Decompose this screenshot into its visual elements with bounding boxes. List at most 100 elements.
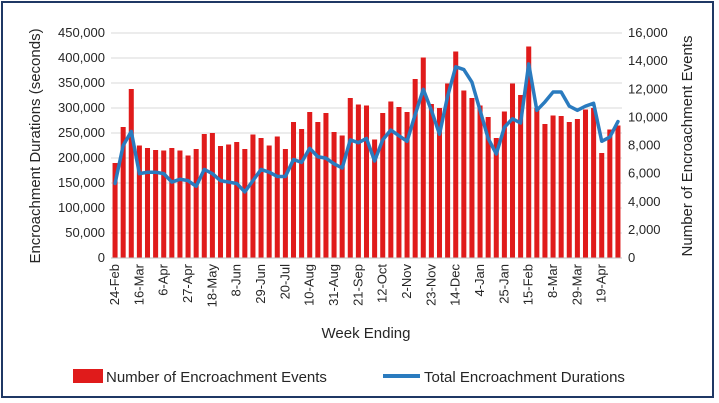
left-tick-label: 350,000 bbox=[58, 75, 105, 90]
bar bbox=[193, 149, 199, 258]
bar bbox=[242, 149, 248, 258]
x-tick-label: 15-Feb bbox=[521, 264, 536, 305]
bar bbox=[599, 153, 605, 258]
left-tick-label: 250,000 bbox=[58, 125, 105, 140]
x-tick-label: 24-Feb bbox=[107, 264, 122, 305]
bar bbox=[226, 144, 232, 258]
series-line bbox=[113, 62, 620, 194]
bar-series bbox=[112, 46, 621, 258]
x-tick-label: 21-Sep bbox=[350, 264, 365, 306]
bar bbox=[347, 98, 353, 258]
bar bbox=[566, 122, 572, 258]
bar bbox=[607, 129, 613, 258]
left-tick-label: 300,000 bbox=[58, 100, 105, 115]
x-tick-label: 23-Nov bbox=[423, 264, 438, 306]
bar bbox=[266, 145, 272, 258]
bar bbox=[161, 150, 167, 258]
right-tick-label: 14,000 bbox=[628, 53, 668, 68]
right-tick-label: 4,000 bbox=[628, 194, 661, 209]
bar bbox=[388, 101, 394, 258]
bar bbox=[574, 119, 580, 258]
bar bbox=[169, 148, 175, 258]
x-tick-label: 6-Apr bbox=[156, 263, 171, 295]
bar bbox=[453, 51, 459, 258]
bar bbox=[234, 142, 240, 258]
right-tick-label: 8,000 bbox=[628, 138, 661, 153]
legend-bar-swatch bbox=[73, 369, 103, 383]
bar bbox=[290, 122, 297, 258]
left-tick-label: 150,000 bbox=[58, 175, 105, 190]
bar bbox=[185, 155, 191, 258]
bar bbox=[558, 116, 564, 258]
bar bbox=[363, 105, 370, 258]
left-axis-ticks: 0 50,000 100,000 150,000 200,000 250,000 300,0… bbox=[58, 25, 105, 265]
x-tick-label: 8-Jun bbox=[229, 264, 244, 297]
x-tick-label: 29-Jun bbox=[253, 264, 268, 304]
bar bbox=[526, 46, 532, 258]
bar bbox=[315, 122, 321, 258]
right-tick-label: 10,000 bbox=[628, 109, 668, 124]
left-tick-label: 100,000 bbox=[58, 200, 105, 215]
bar bbox=[591, 108, 597, 258]
bar bbox=[307, 112, 313, 258]
bar bbox=[120, 127, 126, 258]
bar bbox=[501, 111, 507, 258]
bar bbox=[250, 134, 256, 258]
bar bbox=[153, 150, 159, 258]
right-tick-label: 2,000 bbox=[628, 222, 661, 237]
x-tick-label: 14-Dec bbox=[448, 264, 463, 306]
x-tick-label: 10-Aug bbox=[302, 264, 317, 306]
x-tick-label: 2-Nov bbox=[399, 264, 414, 299]
bar bbox=[445, 83, 451, 258]
bar bbox=[144, 148, 151, 258]
bar bbox=[217, 146, 224, 258]
bar bbox=[331, 132, 337, 258]
legend-bar-label: Number of Encroachment Events bbox=[106, 369, 327, 386]
bar bbox=[582, 109, 589, 258]
bar bbox=[404, 112, 410, 258]
bar bbox=[128, 89, 134, 258]
bar bbox=[509, 83, 516, 258]
bar bbox=[355, 104, 361, 258]
bar bbox=[209, 133, 215, 258]
bar bbox=[299, 129, 305, 258]
right-axis-ticks: 0 2,000 4,000 6,000 8,000 10,000 12,000 14,000 1… bbox=[628, 25, 668, 265]
legend: Number of Encroachment Events Total Encr… bbox=[73, 369, 625, 386]
bar bbox=[201, 134, 207, 258]
bar bbox=[323, 113, 329, 258]
right-tick-label: 6,000 bbox=[628, 166, 661, 181]
right-tick-label: 0 bbox=[628, 250, 635, 265]
left-axis-title: Encroachment Durations (seconds) bbox=[27, 28, 44, 263]
x-axis-ticks: 24-Feb 16-Mar 6-Apr 27-Apr 18-May 8-Jun 29-Jun… bbox=[107, 263, 609, 307]
right-axis-title: Number of Encroachment Events bbox=[679, 36, 696, 257]
right-tick-label: 12,000 bbox=[628, 81, 668, 96]
bar bbox=[372, 139, 378, 258]
bar bbox=[469, 98, 475, 258]
left-tick-label: 50,000 bbox=[65, 225, 105, 240]
bar bbox=[542, 124, 548, 258]
bar bbox=[493, 138, 499, 258]
x-tick-label: 18-May bbox=[204, 264, 219, 308]
x-tick-label: 29-Mar bbox=[569, 263, 584, 305]
x-axis-title: Week Ending bbox=[322, 325, 411, 342]
bar bbox=[518, 95, 524, 258]
bar bbox=[461, 90, 467, 258]
bar bbox=[396, 107, 402, 258]
left-tick-label: 0 bbox=[98, 250, 105, 265]
x-tick-label: 27-Apr bbox=[180, 263, 195, 303]
x-tick-label: 31-Aug bbox=[326, 264, 341, 306]
bar bbox=[436, 108, 443, 258]
bar bbox=[428, 104, 434, 258]
left-tick-label: 200,000 bbox=[58, 150, 105, 165]
bar bbox=[534, 108, 540, 258]
bar bbox=[136, 145, 142, 258]
bar bbox=[420, 57, 426, 258]
bar bbox=[477, 105, 483, 258]
bar bbox=[112, 163, 118, 258]
bar bbox=[177, 150, 183, 258]
bar bbox=[550, 115, 556, 258]
bar bbox=[339, 135, 345, 258]
right-tick-label: 16,000 bbox=[628, 25, 668, 40]
bar bbox=[274, 136, 280, 258]
x-tick-label: 25-Jan bbox=[496, 264, 511, 304]
